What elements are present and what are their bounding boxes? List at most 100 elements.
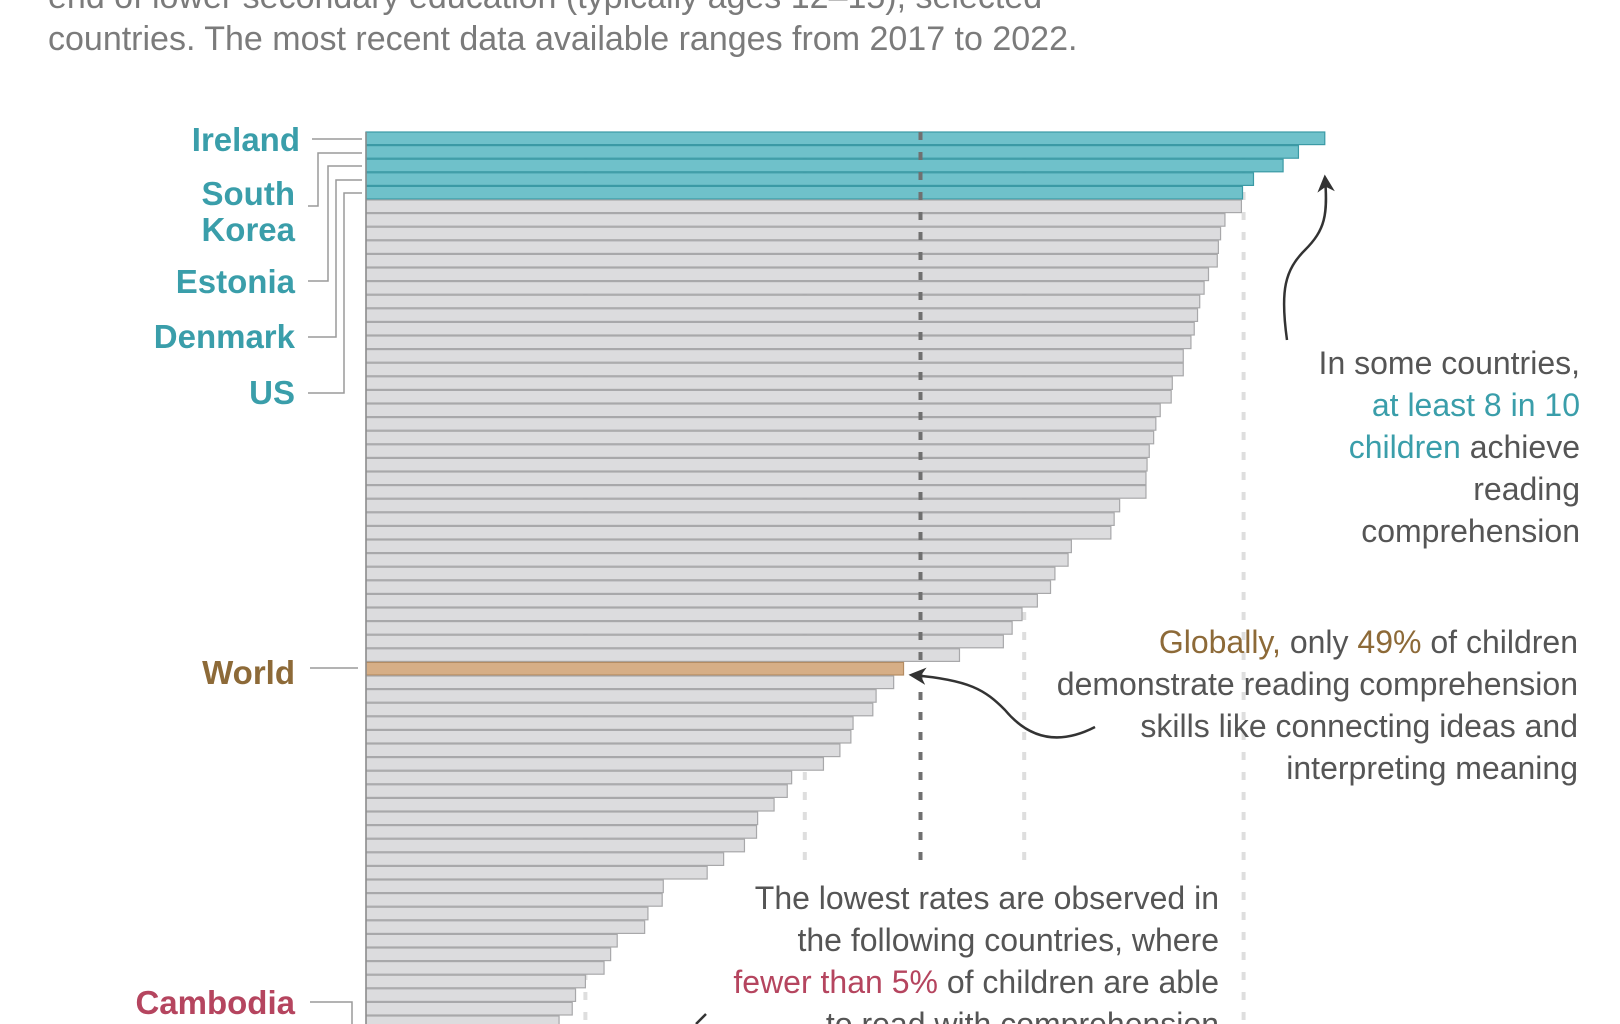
label-estonia: Estonia xyxy=(176,263,296,300)
bar-highlight-top-0 xyxy=(365,131,1326,146)
bar-51 xyxy=(365,824,758,839)
bar-43 xyxy=(365,716,854,730)
label-us: US xyxy=(249,374,295,411)
arrow-low-icon xyxy=(695,1013,707,1024)
annotation-world-highlight: Globally, xyxy=(1159,624,1281,660)
bar-27 xyxy=(365,498,1121,513)
bar-35 xyxy=(365,607,1023,622)
bar-20 xyxy=(365,403,1161,418)
bar-44 xyxy=(365,729,852,744)
bar-45 xyxy=(365,743,841,758)
bar-world-39 xyxy=(365,661,905,676)
annotation-top-highlight: children xyxy=(1349,429,1461,465)
annotation-low-line4: to read with comprehension xyxy=(826,1006,1219,1024)
bar-58 xyxy=(365,920,646,934)
bar-22 xyxy=(365,430,1155,445)
bar-49 xyxy=(365,797,775,812)
bar-41 xyxy=(365,688,877,703)
bar-7 xyxy=(365,226,1222,241)
annotation-top-line1: In some countries, xyxy=(1319,345,1580,381)
bar-38 xyxy=(365,648,961,662)
bar-53 xyxy=(365,852,725,866)
annotation-low-line1: The lowest rates are observed in xyxy=(755,880,1219,916)
leader-estonia xyxy=(308,165,362,282)
bar-14 xyxy=(365,321,1195,336)
annotation-world-text-a: only xyxy=(1281,624,1357,660)
bar-46 xyxy=(365,756,825,771)
bar-9 xyxy=(365,253,1218,268)
arrow-top-icon xyxy=(1282,174,1335,341)
label-ireland: Ireland xyxy=(192,121,300,158)
annotation-world-percent: 49% xyxy=(1357,624,1421,660)
annotation-world-line1: Globally, only 49% of children xyxy=(1159,624,1578,660)
bar-48 xyxy=(365,784,788,798)
leader-denmark xyxy=(308,179,362,338)
bar-13 xyxy=(365,308,1199,322)
bar-12 xyxy=(365,294,1201,309)
bar-18 xyxy=(365,376,1173,390)
bars xyxy=(365,131,1326,1024)
arrow-world-icon xyxy=(908,667,1096,739)
bar-highlight-top-4 xyxy=(365,185,1244,200)
bar-28 xyxy=(365,512,1115,526)
bar-32 xyxy=(365,566,1056,581)
bar-10 xyxy=(365,267,1210,282)
bar-40 xyxy=(365,675,895,690)
bar-highlight-top-1 xyxy=(365,145,1300,159)
subtitle-line-1: end of lower secondary education (typica… xyxy=(48,0,1042,16)
bar-26 xyxy=(365,485,1147,499)
bar-52 xyxy=(365,838,746,853)
bar-23 xyxy=(365,444,1150,458)
label-denmark: Denmark xyxy=(154,318,296,355)
bar-37 xyxy=(365,634,1004,649)
bar-50 xyxy=(365,811,759,826)
annotation-world-line3: skills like connecting ideas and xyxy=(1140,708,1578,744)
bar-33 xyxy=(365,580,1052,594)
annotation-top-line3-text: achieve xyxy=(1461,429,1580,465)
bar-62 xyxy=(365,974,586,989)
leader-lines xyxy=(308,138,362,1024)
annotation-top-line2: at least 8 in 10 xyxy=(1372,387,1580,423)
bar-5 xyxy=(365,199,1243,214)
annotation-low: The lowest rates are observed in the fol… xyxy=(733,880,1219,1024)
bar-8 xyxy=(365,240,1219,255)
bar-34 xyxy=(365,593,1038,608)
bar-55 xyxy=(365,879,664,894)
bar-65 xyxy=(365,1015,560,1024)
bar-15 xyxy=(365,335,1192,350)
bar-36 xyxy=(365,620,1013,635)
bar-21 xyxy=(365,417,1157,431)
annotation-top-line3: children achieve xyxy=(1349,429,1580,465)
bar-17 xyxy=(365,362,1184,377)
label-south: South xyxy=(202,175,295,212)
bar-31 xyxy=(365,552,1069,567)
bar-61 xyxy=(365,960,605,975)
annotation-low-line3: fewer than 5% of children are able xyxy=(733,964,1219,1000)
bar-24 xyxy=(365,457,1148,472)
bar-11 xyxy=(365,281,1205,295)
bar-56 xyxy=(365,892,663,907)
leader-south-korea xyxy=(308,152,362,207)
bar-29 xyxy=(365,525,1112,540)
bar-42 xyxy=(365,702,874,717)
bar-highlight-top-2 xyxy=(365,158,1284,173)
label-cambodia: Cambodia xyxy=(135,984,295,1021)
bar-30 xyxy=(365,539,1072,554)
annotation-world: Globally, only 49% of children demonstra… xyxy=(1057,624,1578,786)
bar-54 xyxy=(365,865,708,880)
bar-47 xyxy=(365,770,793,785)
annotation-top: In some countries, at least 8 in 10 chil… xyxy=(1319,345,1580,549)
bar-59 xyxy=(365,933,618,948)
annotation-low-line2: the following countries, where xyxy=(797,922,1219,958)
annotation-low-highlight: fewer than 5% xyxy=(733,964,938,1000)
bar-highlight-top-3 xyxy=(365,172,1255,187)
bar-19 xyxy=(365,389,1172,404)
annotation-low-line3-text: of children are able xyxy=(938,964,1219,1000)
bar-16 xyxy=(365,349,1184,363)
label-world: World xyxy=(202,654,295,691)
leader-cambodia xyxy=(310,1001,353,1024)
label-korea: Korea xyxy=(201,211,295,248)
bar-63 xyxy=(365,988,577,1002)
annotation-world-text-b: of children xyxy=(1421,624,1578,660)
